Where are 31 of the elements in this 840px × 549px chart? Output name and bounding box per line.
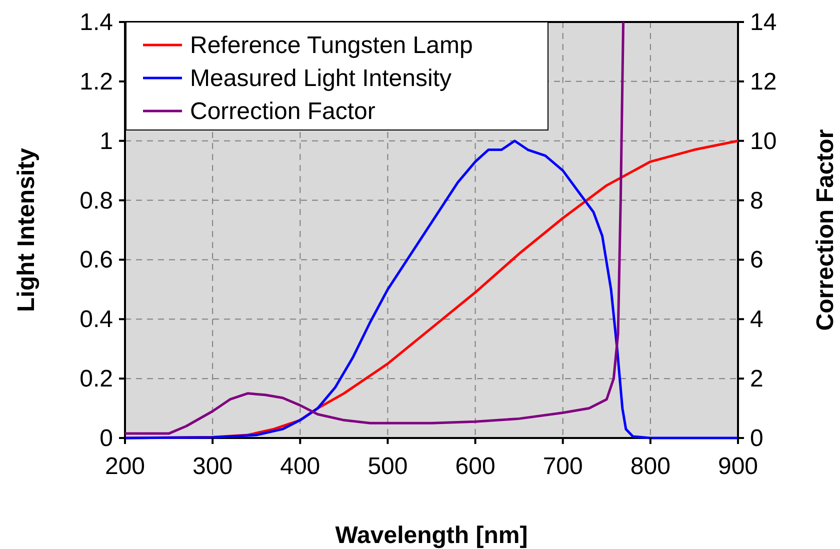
legend-label: Measured Light Intensity: [190, 65, 452, 92]
y-tick-label: 0.4: [80, 306, 113, 334]
y2-tick-label: 2: [750, 366, 764, 393]
y-axis-title: Light Intensity: [13, 147, 40, 312]
y-tick-label: 1.4: [80, 9, 113, 36]
y2-axis-title: Correction Factor: [812, 129, 839, 331]
y2-tick-label: 0: [750, 425, 764, 452]
y2-tick-label: 6: [750, 246, 764, 274]
x-axis-title: Wavelength [nm]: [335, 522, 528, 549]
x-tick-label: 300: [192, 453, 233, 480]
y2-tick-label: 4: [750, 306, 764, 334]
x-tick-label: 200: [104, 453, 146, 480]
y-tick-label: 0.2: [80, 366, 113, 393]
y2-tick-label: 14: [750, 9, 777, 36]
x-tick-label: 500: [368, 453, 408, 480]
x-tick-label: 800: [630, 453, 670, 480]
y2-tick-label: 8: [750, 187, 764, 214]
y-tick-label: 1: [100, 128, 113, 155]
x-tick-label: 600: [455, 453, 496, 480]
y-tick-label: 0: [100, 425, 113, 452]
y-tick-label: 1.2: [80, 68, 113, 96]
y2-tick-label: 10: [750, 128, 777, 155]
x-tick-label: 900: [718, 453, 758, 480]
legend-label: Correction Factor: [190, 98, 376, 125]
y-tick-label: 0.8: [80, 187, 113, 214]
x-tick-label: 400: [280, 453, 320, 480]
x-tick-label: 700: [542, 453, 583, 480]
line-series: [124, 20, 625, 435]
y-tick-label: 0.6: [80, 246, 113, 274]
y2-tick-label: 12: [750, 68, 777, 96]
legend-label: Reference Tungsten Lamp: [190, 32, 473, 59]
